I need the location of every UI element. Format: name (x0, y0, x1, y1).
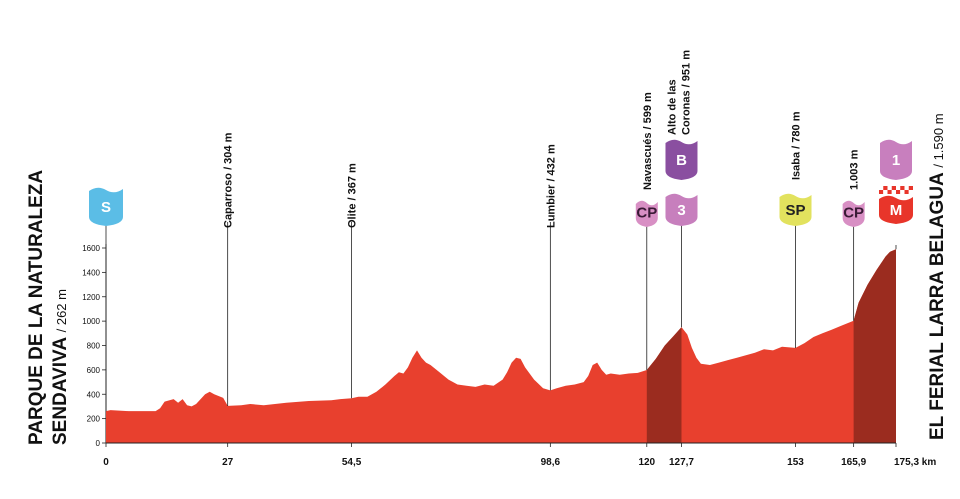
start-badge-text: S (101, 199, 111, 216)
waypoint-label: 1.003 m (849, 149, 861, 190)
finish-checker (904, 186, 909, 190)
y-tick-label: 800 (87, 342, 101, 351)
badge-cp-text: CP (636, 204, 657, 221)
y-tick-label: 0 (96, 439, 101, 448)
finish-checker (904, 190, 909, 194)
badge-cp-shape (842, 200, 865, 227)
badge-sp-text: SP (785, 202, 805, 219)
elevation-fill (106, 249, 896, 443)
waypoint-label-line2: Coronas / 951 m (680, 50, 692, 135)
finish-checker (896, 186, 901, 190)
start-finish-labels: PARQUE DE LA NATURALEZA SENDAVIVA / 262 m… (26, 113, 948, 445)
y-tick-label: 1200 (82, 293, 100, 302)
x-tick-label: 120 (638, 457, 655, 468)
y-tick-label: 1600 (82, 244, 100, 253)
start-name-2-part: / 262 m (54, 289, 69, 332)
y-tick-label: 200 (87, 415, 101, 424)
badge-3: 3 (665, 193, 698, 226)
finish-checker (883, 186, 888, 190)
badge-top-1-shape (880, 139, 912, 180)
x-tick-label: 27 (222, 457, 234, 468)
badge-top-1-text: 1 (892, 152, 900, 169)
x-tick-label: 165,9 (841, 457, 866, 468)
climb-segment (646, 327, 682, 443)
y-tick-label: 400 (87, 390, 101, 399)
badge-cp-shape (635, 200, 658, 227)
waypoint-label: Lumbier / 432 m (545, 144, 557, 228)
y-tick-label: 1400 (82, 268, 100, 277)
finish-checker (900, 190, 905, 194)
waypoint-label: Alto de las (666, 79, 678, 135)
badge-3-text: 3 (677, 202, 685, 219)
waypoint-guides (105, 222, 897, 412)
badge-cp-text: CP (843, 204, 864, 221)
finish-checker (900, 186, 905, 190)
finish-checker (908, 186, 913, 190)
badge-top-b-shape (665, 139, 698, 180)
start-badge-shape (89, 187, 123, 226)
finish-checker (908, 190, 913, 194)
finish-name-part: EL FERIAL LARRA BELAGUA (927, 168, 948, 440)
badge-sp: SP (779, 193, 812, 226)
start-name: PARQUE DE LA NATURALEZA (26, 170, 47, 445)
finish-checker (879, 186, 884, 190)
waypoint-label: Navascués / 599 m (642, 92, 654, 190)
x-axis: 0 27 54,5 98,6 120 127,7 153 165,9 175,3 km (103, 442, 936, 468)
waypoint-label: Caparroso / 304 m (223, 132, 235, 228)
finish-checker (887, 186, 892, 190)
start-badge: S (89, 187, 123, 226)
x-tick-label: 153 (787, 457, 804, 468)
badge-top-b: B (665, 139, 698, 180)
badge-top-b-text: B (676, 152, 687, 169)
badge-sp-shape (779, 193, 812, 226)
y-tick-label: 600 (87, 366, 101, 375)
finish-checker (883, 190, 888, 194)
finish-checker (891, 186, 896, 190)
start-name-part: PARQUE DE LA NATURALEZA (26, 170, 47, 445)
finish-checker (887, 190, 892, 194)
badge-cp: CP (842, 200, 865, 227)
x-tick-label: 175,3 km (894, 457, 936, 468)
finish-name: EL FERIAL LARRA BELAGUA / 1.590 m (927, 113, 948, 440)
x-tick-label: 127,7 (669, 457, 694, 468)
finish-checker (891, 190, 896, 194)
finish-checker (879, 190, 884, 194)
waypoint-label: Isaba / 780 m (791, 111, 803, 180)
badge-cp: CP (635, 200, 658, 227)
y-axis: 0 200 400 600 800 1000 1200 1400 1600 (82, 244, 107, 448)
badge-top-1: 1 (880, 139, 912, 180)
y-tick-label: 1000 (82, 317, 100, 326)
finish-name-part: / 1.590 m (931, 113, 946, 167)
start-name-2-part: SENDAVIVA (50, 332, 71, 445)
finish-badge-m: M (879, 195, 913, 224)
finish-badge-m-text: M (890, 202, 903, 219)
waypoint-label: Olite / 367 m (347, 163, 359, 228)
x-tick-label: 54,5 (342, 457, 362, 468)
x-tick-label: 98,6 (541, 457, 561, 468)
x-tick-label: 0 (103, 457, 109, 468)
badge-3-shape (665, 193, 698, 226)
finish-badge (879, 186, 913, 194)
start-name-2: SENDAVIVA / 262 m (50, 289, 71, 445)
finish-badge-m-shape (879, 195, 913, 224)
waypoint-labels: Caparroso / 304 m Olite / 367 m Lumbier / … (223, 50, 861, 228)
waypoint-badges: CP 3 B SP CP M 1 S (89, 139, 913, 227)
climb-segment (853, 249, 896, 443)
elevation-area (106, 249, 896, 443)
finish-checker (896, 190, 901, 194)
